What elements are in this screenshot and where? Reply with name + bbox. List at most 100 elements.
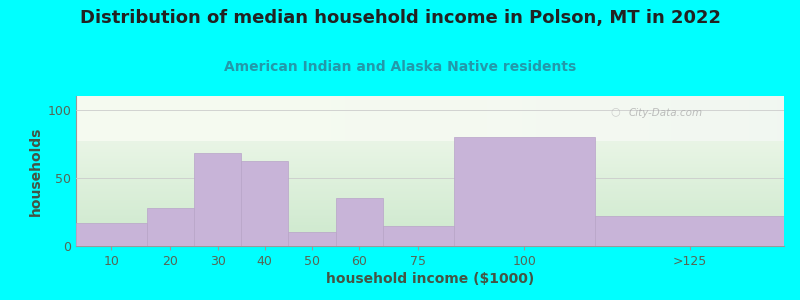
- Text: American Indian and Alaska Native residents: American Indian and Alaska Native reside…: [224, 60, 576, 74]
- Bar: [310, 96, 317, 141]
- Y-axis label: households: households: [29, 126, 43, 216]
- Bar: [76, 114, 784, 116]
- Bar: [76, 123, 784, 124]
- Bar: [76, 198, 784, 200]
- Bar: [76, 138, 784, 140]
- Bar: [359, 96, 366, 141]
- Bar: [76, 214, 784, 216]
- Bar: [76, 156, 784, 158]
- Bar: [664, 96, 670, 141]
- Bar: [714, 96, 720, 141]
- Bar: [76, 230, 784, 231]
- Bar: [692, 96, 699, 141]
- Bar: [76, 128, 784, 129]
- Bar: [76, 112, 784, 114]
- Bar: [260, 96, 267, 141]
- Bar: [76, 194, 784, 195]
- Bar: [182, 96, 190, 141]
- Bar: [76, 158, 784, 159]
- Bar: [76, 176, 784, 177]
- Bar: [76, 106, 784, 108]
- Bar: [720, 96, 727, 141]
- Bar: [565, 96, 571, 141]
- Bar: [76, 226, 784, 228]
- Bar: [242, 161, 289, 246]
- Bar: [118, 96, 126, 141]
- Bar: [76, 132, 784, 134]
- Bar: [76, 204, 784, 206]
- Bar: [76, 129, 784, 130]
- Bar: [76, 116, 784, 117]
- Bar: [756, 96, 762, 141]
- Bar: [76, 180, 784, 182]
- Bar: [352, 96, 359, 141]
- Bar: [76, 201, 784, 202]
- Bar: [76, 195, 784, 196]
- Bar: [593, 96, 600, 141]
- Bar: [225, 96, 232, 141]
- Bar: [76, 178, 784, 180]
- Bar: [437, 96, 444, 141]
- Bar: [83, 96, 90, 141]
- Bar: [454, 137, 595, 246]
- Bar: [749, 96, 756, 141]
- Bar: [486, 96, 494, 141]
- Bar: [76, 196, 784, 198]
- Bar: [76, 182, 784, 183]
- Bar: [76, 236, 784, 237]
- Bar: [558, 96, 565, 141]
- Bar: [76, 234, 784, 236]
- Bar: [76, 100, 784, 102]
- Bar: [727, 96, 734, 141]
- Bar: [175, 96, 182, 141]
- Bar: [508, 96, 515, 141]
- Bar: [76, 219, 784, 220]
- Bar: [338, 96, 345, 141]
- Bar: [345, 96, 352, 141]
- Bar: [76, 164, 784, 165]
- Bar: [494, 96, 501, 141]
- Bar: [288, 96, 295, 141]
- Bar: [90, 96, 98, 141]
- Bar: [394, 96, 402, 141]
- Bar: [76, 135, 784, 136]
- Bar: [76, 240, 784, 242]
- Bar: [451, 96, 458, 141]
- Bar: [76, 120, 784, 122]
- X-axis label: household income ($1000): household income ($1000): [326, 272, 534, 286]
- Bar: [76, 206, 784, 207]
- Bar: [685, 96, 692, 141]
- Bar: [203, 96, 210, 141]
- Bar: [402, 96, 409, 141]
- Bar: [76, 147, 784, 148]
- Bar: [76, 103, 784, 105]
- Bar: [416, 96, 423, 141]
- Bar: [473, 96, 479, 141]
- Bar: [430, 96, 437, 141]
- Bar: [76, 159, 784, 160]
- Bar: [383, 226, 454, 246]
- Bar: [76, 167, 784, 168]
- Bar: [536, 96, 543, 141]
- Bar: [239, 96, 246, 141]
- Bar: [76, 98, 784, 99]
- Bar: [76, 105, 784, 106]
- Bar: [650, 96, 657, 141]
- Bar: [621, 96, 628, 141]
- Bar: [317, 96, 324, 141]
- Bar: [76, 154, 784, 156]
- Bar: [642, 96, 650, 141]
- Bar: [76, 140, 784, 141]
- Text: City-Data.com: City-Data.com: [628, 108, 702, 118]
- Bar: [76, 172, 784, 174]
- Bar: [76, 96, 784, 98]
- Bar: [76, 244, 784, 246]
- Bar: [76, 134, 784, 135]
- Bar: [76, 142, 784, 144]
- Bar: [76, 152, 784, 153]
- Bar: [232, 96, 239, 141]
- Bar: [76, 207, 784, 208]
- Bar: [140, 96, 146, 141]
- Bar: [76, 188, 784, 189]
- Bar: [699, 96, 706, 141]
